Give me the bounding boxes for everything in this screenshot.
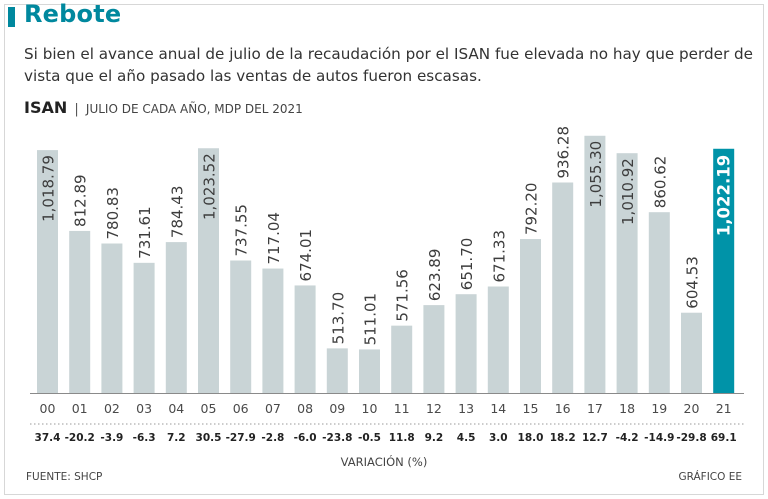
variation-label: 3.0: [489, 432, 508, 444]
variation-label: -29.8: [676, 432, 706, 444]
chart-unit: JULIO DE CADA AÑO, MDP DEL 2021: [85, 102, 303, 116]
value-label: 1,010.92: [619, 158, 637, 225]
variation-label: 4.5: [457, 432, 476, 444]
credit-note: GRÁFICO EE: [678, 471, 742, 483]
value-label: 1,023.52: [201, 153, 219, 220]
bar: [713, 148, 735, 393]
variation-axis-label: VARIACIÓN (%): [341, 454, 428, 469]
category-label: 04: [168, 401, 184, 416]
value-label: 1,055.30: [587, 141, 605, 208]
bar: [359, 349, 380, 393]
category-label: 18: [619, 401, 635, 416]
bar: [552, 182, 574, 393]
value-label: 792.20: [523, 183, 541, 236]
category-label: 06: [233, 401, 249, 416]
value-label: 623.89: [426, 249, 444, 302]
bar: [584, 135, 606, 393]
variation-label: -23.8: [322, 432, 352, 444]
bar: [487, 286, 509, 393]
variation-label: 11.8: [389, 432, 415, 444]
bar: [648, 212, 670, 393]
bar: [520, 239, 541, 393]
bar: [616, 153, 638, 393]
bar: [391, 325, 413, 393]
variation-label: 37.4: [35, 432, 61, 444]
category-label: 13: [458, 401, 474, 416]
value-label: 784.43: [168, 186, 186, 239]
value-label: 936.28: [555, 126, 573, 179]
category-label: 00: [40, 401, 56, 416]
title-accent-bar: [8, 7, 15, 27]
bar: [69, 230, 91, 393]
category-label: 20: [684, 401, 700, 416]
page-title: Rebote: [24, 0, 122, 28]
value-label: 717.04: [265, 212, 283, 265]
category-label: 17: [587, 401, 603, 416]
variation-label: 30.5: [196, 432, 222, 444]
variation-label: 7.2: [167, 432, 186, 444]
value-label: 860.62: [651, 156, 669, 209]
bar: [262, 268, 284, 393]
value-label: 671.33: [490, 230, 508, 283]
value-label: 731.61: [136, 206, 154, 259]
bar: [37, 150, 58, 393]
value-label: 513.70: [329, 292, 347, 345]
chart-label: ISAN: [24, 98, 68, 117]
category-label: 14: [490, 401, 506, 416]
bar: [326, 348, 348, 393]
bar: [455, 294, 477, 393]
bar: [133, 262, 155, 393]
variation-label: -0.5: [358, 432, 381, 444]
value-label: 651.70: [458, 238, 476, 290]
value-label: 1,022.19: [715, 155, 734, 236]
category-label: 19: [651, 401, 667, 416]
category-label: 21: [716, 401, 732, 416]
variation-label: 69.1: [711, 432, 737, 444]
page-subtitle: Si bien el avance anual de julio de la r…: [24, 45, 754, 85]
category-label: 16: [555, 401, 571, 416]
category-label: 12: [426, 401, 442, 416]
bar: [423, 305, 445, 393]
value-label: 737.55: [233, 204, 251, 257]
variation-label: -6.3: [133, 432, 156, 444]
category-label: 09: [329, 401, 345, 416]
value-label: 604.53: [684, 256, 702, 309]
value-label: 511.01: [362, 293, 380, 346]
value-label: 812.89: [72, 174, 90, 227]
source-note: FUENTE: SHCP: [26, 471, 103, 483]
value-label: 1,018.79: [40, 155, 58, 222]
bar: [165, 242, 187, 393]
category-label: 15: [523, 401, 539, 416]
variation-label: -3.9: [100, 432, 123, 444]
variation-label: -27.9: [226, 432, 256, 444]
variation-label: -20.2: [65, 432, 95, 444]
variation-label: -2.8: [261, 432, 284, 444]
bar: [681, 312, 702, 393]
category-label: 11: [394, 401, 410, 416]
variation-label: 18.2: [550, 432, 576, 444]
chart-heading: ISAN | JULIO DE CADA AÑO, MDP DEL 2021: [24, 98, 303, 117]
bar: [230, 260, 252, 393]
category-label: 07: [265, 401, 281, 416]
value-label: 674.01: [297, 229, 315, 282]
variation-label: 12.7: [582, 432, 608, 444]
value-label: 780.83: [104, 187, 122, 240]
category-label: 08: [297, 401, 313, 416]
variation-label: -6.0: [294, 432, 317, 444]
bar: [294, 285, 316, 393]
variation-label: 18.0: [518, 432, 544, 444]
category-label: 01: [72, 401, 88, 416]
variation-label: -4.2: [616, 432, 639, 444]
category-label: 03: [136, 401, 152, 416]
chart-separator: |: [74, 102, 79, 117]
category-label: 02: [104, 401, 120, 416]
category-label: 05: [201, 401, 217, 416]
bar: [101, 243, 123, 393]
variation-label: 9.2: [425, 432, 444, 444]
variation-label: -14.9: [644, 432, 674, 444]
value-label: 571.56: [394, 269, 412, 322]
category-label: 10: [362, 401, 378, 416]
bar: [198, 148, 219, 393]
